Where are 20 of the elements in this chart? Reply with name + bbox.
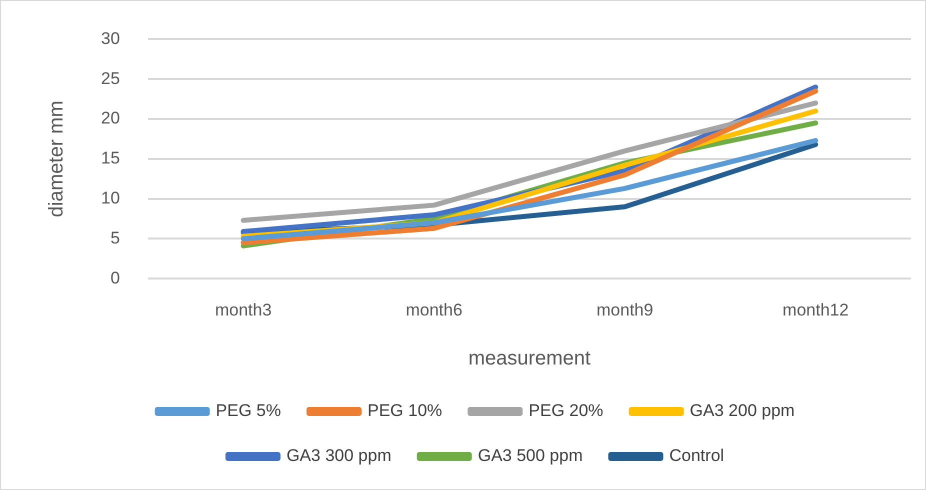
y-tick-label: 25 [100, 68, 120, 88]
y-tick-label: 0 [110, 268, 120, 288]
legend-label: GA3 200 ppm [690, 401, 795, 420]
y-tick-label: 15 [100, 148, 120, 168]
legend-label: Control [669, 446, 724, 466]
x-tick-label: month12 [782, 300, 849, 320]
y-tick-label: 10 [100, 188, 120, 208]
y-tick-label: 30 [100, 28, 120, 48]
y-tick-label: 5 [110, 228, 120, 248]
x-tick-label: month3 [214, 300, 272, 320]
x-tick-label: month9 [596, 300, 654, 320]
legend-label: GA3 500 ppm [478, 446, 583, 466]
x-axis-title: measurement [468, 348, 592, 370]
legend-label: PEG 10% [368, 401, 442, 420]
y-axis-title: diameter mm [46, 100, 68, 218]
x-tick-label: month6 [406, 300, 462, 320]
legend-label: PEG 5% [216, 401, 282, 420]
legend-label: PEG 20% [528, 401, 604, 420]
y-tick-label: 20 [100, 108, 120, 128]
legend-label: GA3 300 ppm [286, 446, 392, 466]
